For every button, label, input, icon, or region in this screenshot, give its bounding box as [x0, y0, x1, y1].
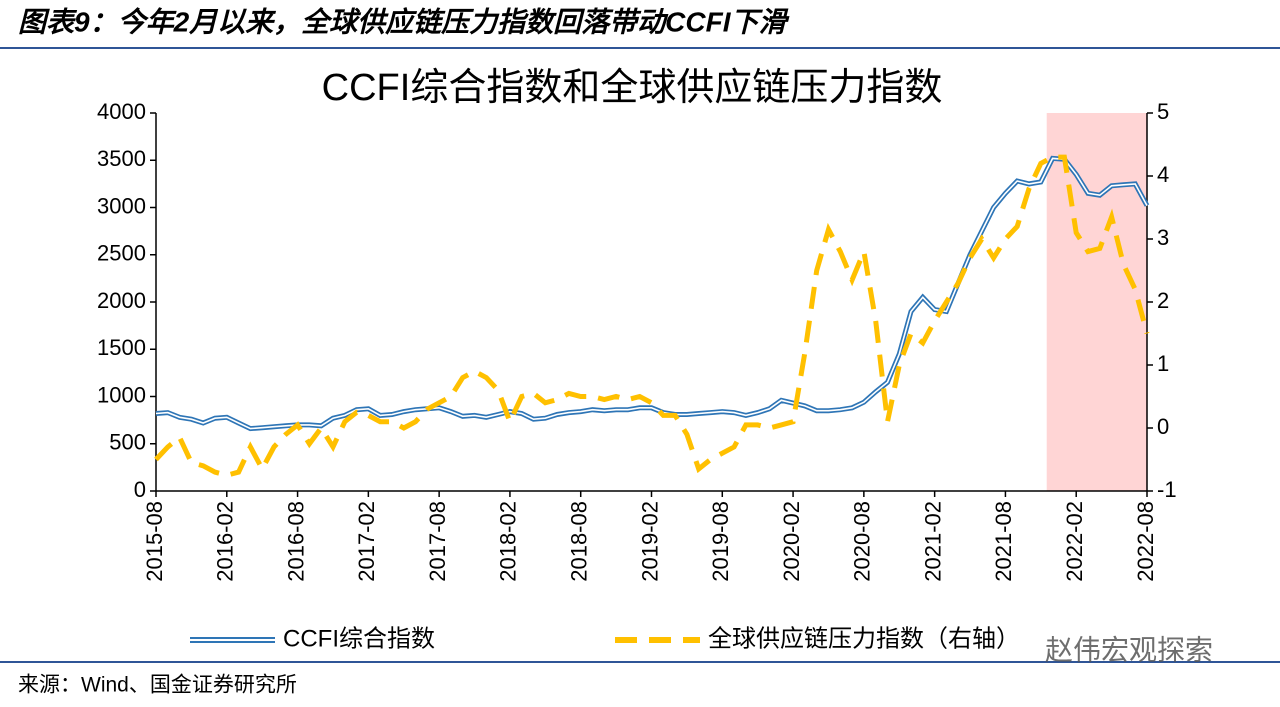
y-tick-label: 500	[109, 430, 146, 455]
y2-tick-label: 4	[1157, 162, 1169, 187]
x-tick-label: 2022-08	[1133, 501, 1158, 582]
source: 来源：Wind、国金证券研究所	[18, 674, 297, 697]
x-tick-label: 2015-08	[142, 501, 167, 582]
y-tick-label: 2500	[97, 241, 146, 266]
x-tick-label: 2019-08	[708, 501, 733, 582]
y-tick-label: 3500	[97, 146, 146, 171]
y2-tick-label: 0	[1157, 414, 1169, 439]
caption: 图表9：今年2月以来，全球供应链压力指数回落带动CCFI下滑	[18, 6, 790, 37]
line-inner	[155, 157, 1148, 430]
x-tick-label: 2020-02	[779, 501, 804, 582]
x-tick-label: 2020-08	[850, 501, 875, 582]
x-tick-label: 2017-02	[354, 501, 379, 582]
highlight-band	[1046, 113, 1147, 491]
x-tick-label: 2018-08	[567, 501, 592, 582]
x-tick-label: 2021-02	[920, 501, 945, 582]
y-tick-label: 3000	[97, 193, 146, 218]
x-tick-label: 2021-08	[991, 501, 1016, 582]
line	[155, 155, 1150, 432]
x-tick-label: 2022-02	[1062, 501, 1087, 582]
y-tick-label: 1000	[97, 382, 146, 407]
watermark: 赵伟宏观探索	[1045, 634, 1213, 665]
y-tick-label: 2000	[97, 288, 146, 313]
x-tick-label: 2016-08	[283, 501, 308, 582]
x-tick-label: 2019-02	[637, 501, 662, 582]
y2-tick-label: -1	[1157, 477, 1177, 502]
chart-title: CCFI综合指数和全球供应链压力指数	[322, 67, 943, 109]
y2-tick-label: 3	[1157, 225, 1169, 250]
y-tick-label: 4000	[97, 99, 146, 124]
y-tick-label: 0	[134, 477, 146, 502]
y2-tick-label: 5	[1157, 99, 1169, 124]
y2-tick-label: 2	[1157, 288, 1169, 313]
x-tick-label: 2016-02	[213, 501, 238, 582]
x-tick-label: 2017-08	[425, 501, 450, 582]
legend-label: 全球供应链压力指数（右轴）	[708, 625, 1020, 652]
legend-label: CCFI综合指数	[283, 625, 435, 652]
y-tick-label: 1500	[97, 335, 146, 360]
x-tick-label: 2018-02	[496, 501, 521, 582]
line-dashed	[154, 154, 1150, 478]
y2-tick-label: 1	[1157, 351, 1169, 376]
